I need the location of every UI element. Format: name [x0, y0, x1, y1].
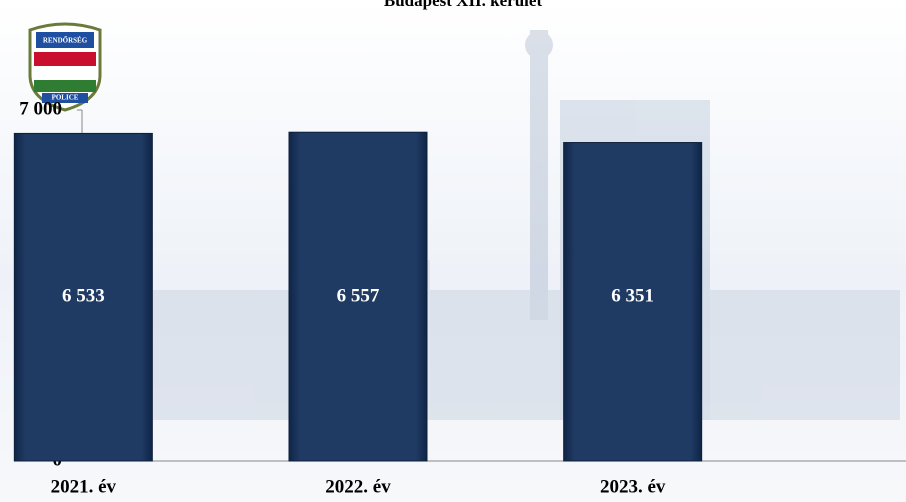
x-tick-label: 2023. év: [600, 476, 666, 497]
chart-title: Budapest XII. kerület: [384, 0, 543, 10]
bar: [563, 142, 703, 462]
value-label: 6 557: [337, 285, 380, 306]
logo-top-text: RENDŐRSÉG: [43, 37, 88, 45]
logo: RENDŐRSÉG POLICE: [28, 22, 102, 112]
x-tick-label: 2021. év: [51, 476, 117, 497]
bar: [13, 132, 153, 462]
bar: [288, 131, 428, 462]
value-label: 6 351: [611, 285, 654, 306]
logo-bottom-text: POLICE: [52, 94, 79, 102]
x-tick-label: 2022. év: [325, 476, 391, 497]
y-tick-label: 7 000: [19, 98, 62, 119]
value-label: 6 533: [62, 285, 105, 306]
